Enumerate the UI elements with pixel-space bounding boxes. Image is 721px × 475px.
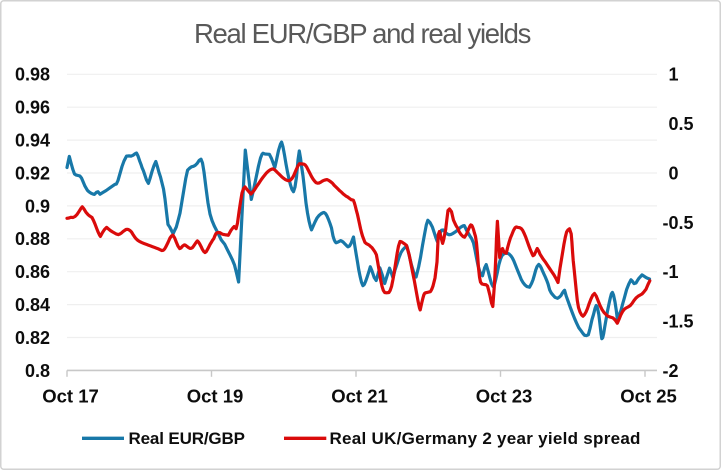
svg-text:0.5: 0.5 bbox=[669, 114, 694, 134]
svg-text:Oct 21: Oct 21 bbox=[331, 386, 388, 407]
svg-text:Oct 25: Oct 25 bbox=[620, 386, 677, 407]
svg-text:Oct 23: Oct 23 bbox=[476, 386, 533, 407]
svg-text:0.8: 0.8 bbox=[25, 361, 50, 381]
svg-text:0: 0 bbox=[669, 163, 679, 183]
svg-text:0.9: 0.9 bbox=[25, 196, 50, 216]
svg-text:Real EUR/GBP: Real EUR/GBP bbox=[129, 429, 245, 448]
svg-text:0.84: 0.84 bbox=[15, 295, 50, 315]
svg-text:Real UK/Germany 2 year yield s: Real UK/Germany 2 year yield spread bbox=[330, 429, 641, 448]
svg-text:1: 1 bbox=[669, 65, 679, 85]
svg-text:-1: -1 bbox=[663, 262, 679, 282]
svg-text:Oct 17: Oct 17 bbox=[42, 386, 99, 407]
svg-text:0.96: 0.96 bbox=[15, 98, 50, 118]
svg-text:0.88: 0.88 bbox=[15, 229, 50, 249]
svg-text:0.94: 0.94 bbox=[15, 131, 50, 151]
svg-text:-1.5: -1.5 bbox=[663, 311, 694, 331]
svg-text:-2: -2 bbox=[663, 361, 679, 381]
svg-text:0.92: 0.92 bbox=[15, 163, 50, 183]
svg-text:0.82: 0.82 bbox=[15, 328, 50, 348]
svg-text:Oct 19: Oct 19 bbox=[187, 386, 244, 407]
svg-text:0.86: 0.86 bbox=[15, 262, 50, 282]
svg-text:0.98: 0.98 bbox=[15, 65, 50, 85]
svg-text:Real EUR/GBP and real yields: Real EUR/GBP and real yields bbox=[194, 18, 531, 49]
svg-text:-0.5: -0.5 bbox=[663, 213, 694, 233]
